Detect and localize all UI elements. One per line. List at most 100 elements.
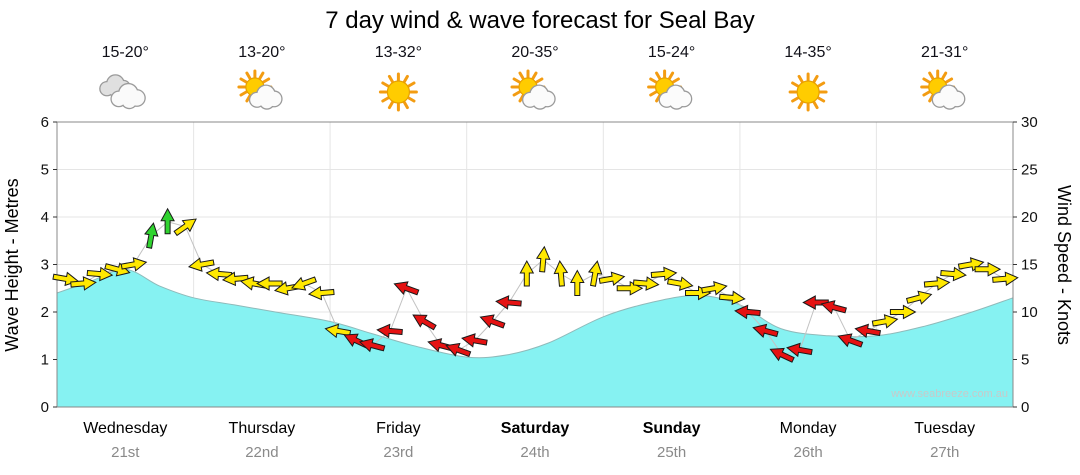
- wind-arrow: [173, 218, 197, 237]
- wind-arrow: [769, 347, 795, 363]
- wave-axis-tick-label: 1: [41, 352, 49, 369]
- wind-arrow: [393, 281, 420, 296]
- wind-arrow: [256, 276, 283, 291]
- wind-arrow: [854, 323, 882, 339]
- weather-icon: [237, 69, 283, 110]
- cloud-icon: [522, 84, 556, 110]
- temp-label: 20-35°: [511, 44, 558, 61]
- temp-label: 14-35°: [784, 44, 831, 61]
- wind-axis-tick-label: 10: [1021, 304, 1038, 321]
- wind-arrow: [598, 271, 626, 286]
- cloud-icon: [248, 84, 283, 110]
- wind-arrow: [569, 269, 585, 296]
- wave-axis-tick-label: 0: [41, 399, 49, 416]
- day-label: Thursday: [229, 420, 296, 437]
- wave-axis-tick-label: 3: [41, 257, 49, 274]
- wind-arrow: [802, 295, 829, 310]
- wind-arrow: [120, 257, 148, 272]
- wind-arrow: [718, 290, 746, 306]
- wind-arrow: [324, 323, 352, 339]
- wind-arrow: [479, 314, 506, 329]
- wind-arrow: [923, 276, 951, 291]
- wind-arrow: [445, 342, 472, 358]
- wind-arrow: [104, 262, 131, 277]
- wind-arrow: [871, 314, 899, 329]
- day-label: Friday: [376, 420, 420, 437]
- wind-arrow: [376, 323, 403, 339]
- wind-arrow: [650, 266, 678, 282]
- day-date: 22nd: [245, 444, 278, 461]
- wave-height-area: [57, 269, 1013, 407]
- wind-axis-tick-label: 20: [1021, 209, 1038, 226]
- wind-arrow: [86, 266, 114, 282]
- day-date: 25th: [657, 444, 686, 461]
- wind-arrow: [205, 266, 233, 282]
- temp-label: 13-32°: [375, 44, 422, 61]
- cloud-icon: [931, 84, 966, 110]
- temp-label: 15-24°: [648, 44, 695, 61]
- watermark: www.seabreeze.com.au: [891, 388, 1008, 400]
- day-date: 27th: [930, 444, 959, 461]
- wind-arrow: [495, 295, 522, 310]
- wind-arrow: [187, 257, 215, 272]
- wind-arrow: [160, 207, 175, 235]
- wind-arrow: [837, 333, 864, 348]
- wind-arrow: [632, 276, 660, 291]
- wind-arrow: [889, 304, 917, 320]
- wind-arrow: [734, 304, 761, 320]
- temp-label: 13-20°: [238, 44, 285, 61]
- wind-arrow: [553, 260, 569, 287]
- weather-icon: [510, 69, 556, 110]
- wind-axis-tick-label: 30: [1021, 114, 1038, 131]
- wind-arrow: [290, 276, 317, 291]
- wind-arrow: [144, 222, 159, 249]
- wind-arrow: [358, 338, 386, 353]
- day-label: Tuesday: [914, 420, 975, 437]
- wind-axis-tick-label: 25: [1021, 162, 1038, 179]
- wave-axis-tick-label: 5: [41, 162, 49, 179]
- day-label: Wednesday: [83, 420, 167, 437]
- wind-arrow: [820, 300, 847, 315]
- wave-axis-tick-label: 4: [41, 209, 49, 226]
- sun-icon: [378, 72, 418, 112]
- wind-arrow: [70, 276, 97, 291]
- weather-icon: [99, 74, 146, 110]
- weather-icon: [378, 72, 418, 112]
- day-label: Monday: [780, 420, 837, 437]
- wave-axis-tick-label: 6: [41, 114, 49, 131]
- wind-arrow: [666, 276, 694, 291]
- wind-arrow: [587, 260, 603, 287]
- wind-arrow: [974, 261, 1002, 277]
- day-date: 23rd: [383, 444, 413, 461]
- wind-arrow: [535, 245, 551, 273]
- day-date: 26th: [793, 444, 822, 461]
- wind-arrow: [461, 333, 488, 348]
- wind-arrow: [221, 271, 249, 287]
- temp-label: 21-31°: [921, 44, 968, 61]
- day-date: 24th: [520, 444, 549, 461]
- wind-arrow: [992, 271, 1019, 287]
- wind-arrow: [701, 280, 728, 296]
- cloud-icon: [658, 84, 693, 110]
- temp-label: 15-20°: [102, 44, 149, 61]
- sun-icon: [788, 72, 828, 112]
- cloud-icon: [110, 82, 146, 110]
- wind-arrow: [519, 259, 535, 287]
- weather-icon: [788, 72, 828, 112]
- wind-arrow: [905, 290, 933, 305]
- wind-arrow: [940, 266, 967, 282]
- wind-arrow: [412, 314, 437, 331]
- wind-axis-tick-label: 0: [1021, 399, 1029, 416]
- chart-title: 7 day wind & wave forecast for Seal Bay: [325, 7, 755, 34]
- day-date: 21st: [111, 444, 140, 461]
- wind-axis-tick-label: 5: [1021, 352, 1029, 369]
- wind-arrow: [307, 285, 335, 301]
- day-label: Sunday: [643, 420, 701, 437]
- day-label: Saturday: [501, 420, 570, 437]
- wave-axis-tick-label: 2: [41, 304, 49, 321]
- wind-axis-tick-label: 15: [1021, 257, 1038, 274]
- wind-arrow: [752, 323, 779, 338]
- wind-arrow: [786, 342, 813, 358]
